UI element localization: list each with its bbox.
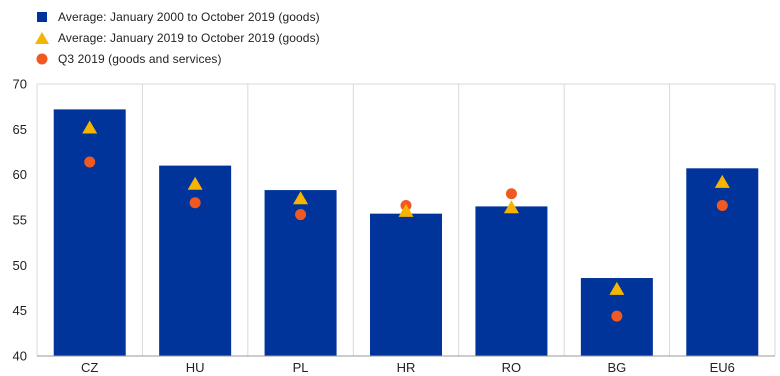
y-tick-label: 40 <box>13 349 27 364</box>
legend: Average: January 2000 to October 2019 (g… <box>32 6 320 69</box>
triangle-point <box>609 281 625 295</box>
y-tick-label: 45 <box>13 303 27 318</box>
circle-point <box>611 310 623 322</box>
legend-label-triangle-series: Average: January 2019 to October 2019 (g… <box>58 30 320 45</box>
x-tick-label: HU <box>186 360 205 375</box>
y-tick-label: 50 <box>13 258 27 273</box>
bar <box>53 109 126 357</box>
x-tick-label: RO <box>502 360 522 375</box>
y-tick-label: 65 <box>13 122 27 137</box>
triangle-point <box>187 176 203 190</box>
circle-point <box>716 199 728 211</box>
triangle-point <box>398 203 414 217</box>
triangle-point <box>293 191 309 205</box>
y-tick-label: 60 <box>13 167 27 182</box>
legend-square-icon <box>32 10 52 24</box>
circle-point <box>189 197 201 209</box>
triangle-point <box>82 120 98 134</box>
legend-circle-icon <box>32 52 52 66</box>
x-tick-label: BG <box>607 360 626 375</box>
legend-label-bar-series: Average: January 2000 to October 2019 (g… <box>58 9 320 24</box>
legend-item-circle-series: Q3 2019 (goods and services) <box>32 48 320 69</box>
x-tick-label: PL <box>293 360 309 375</box>
legend-triangle-icon <box>32 31 52 45</box>
x-tick-label: CZ <box>81 360 98 375</box>
legend-item-triangle-series: Average: January 2019 to October 2019 (g… <box>32 27 320 48</box>
y-tick-label: 55 <box>13 213 27 228</box>
bar <box>686 168 759 356</box>
bar <box>159 165 232 356</box>
circle-point <box>505 188 517 200</box>
bar <box>370 213 442 356</box>
legend-label-circle-series: Q3 2019 (goods and services) <box>58 51 222 66</box>
circle-point <box>295 209 307 221</box>
x-tick-label: EU6 <box>710 360 735 375</box>
legend-item-bar-series: Average: January 2000 to October 2019 (g… <box>32 6 320 27</box>
bar <box>475 206 548 356</box>
triangle-point <box>714 174 730 188</box>
y-tick-label: 70 <box>13 77 27 92</box>
triangle-point <box>503 200 519 214</box>
x-tick-label: HR <box>397 360 416 375</box>
circle-point <box>84 156 96 168</box>
